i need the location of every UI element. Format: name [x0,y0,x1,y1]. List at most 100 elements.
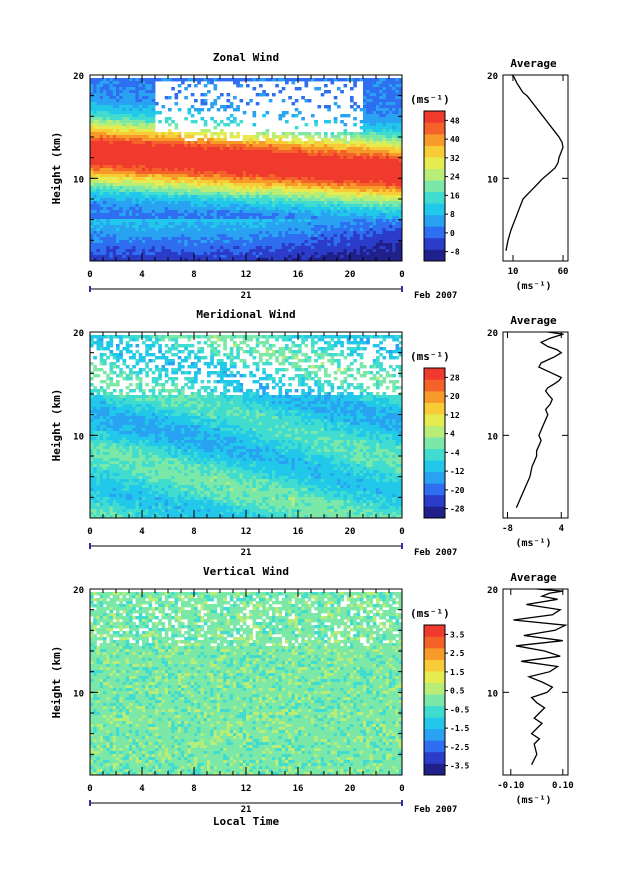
heatmap-cell [90,243,94,246]
heatmap-cell [353,186,357,189]
heatmap-cell [194,84,198,87]
heatmap-cell [321,237,325,240]
heatmap-cell [275,153,279,156]
heatmap-cell [308,156,312,159]
heatmap-cell [383,111,387,114]
heatmap-cell [113,246,117,249]
heatmap-cell [360,120,364,123]
heatmap-cell [334,156,338,159]
heatmap-cell [158,237,162,240]
heatmap-cell [227,144,231,147]
heatmap-cell [113,84,117,87]
heatmap-cell [256,216,260,219]
heatmap-cell [288,153,292,156]
heatmap-cell [100,222,104,225]
heatmap-cell [275,162,279,165]
heatmap-cell [119,96,123,99]
heatmap-cell [168,132,172,135]
heatmap-cell [123,198,127,201]
heatmap-cell [119,102,123,105]
heatmap-cell [389,90,393,93]
heatmap-cell [113,234,117,237]
heatmap-cell [191,219,195,222]
heatmap-cell [220,150,224,153]
heatmap-cell [227,234,231,237]
heatmap-cell [262,189,266,192]
heatmap-cell [145,195,149,198]
heatmap-cell [191,189,195,192]
heatmap-cell [204,144,208,147]
heatmap-cell [253,237,257,240]
heatmap-cell [214,222,218,225]
heatmap-cell [97,126,101,129]
heatmap-cell [136,126,140,129]
heatmap-cell [305,135,309,138]
heatmap-cell [292,162,296,165]
heatmap-cell [386,198,390,201]
heatmap-cell [301,210,305,213]
heatmap-cell [132,240,136,243]
heatmap-cell [360,180,364,183]
heatmap-cell [337,243,341,246]
heatmap-cell [181,138,185,141]
heatmap-cell [282,249,286,252]
heatmap-cell [386,114,390,117]
heatmap-cell [246,231,250,234]
heatmap-cell [344,138,348,141]
heatmap-cell [360,135,364,138]
heatmap-cell [269,219,273,222]
heatmap-cell [337,246,341,249]
heatmap-cell [311,198,315,201]
heatmap-cell [171,249,175,252]
heatmap-cell [165,153,169,156]
heatmap-cell [262,225,266,228]
heatmap-cell [93,171,97,174]
heatmap-cell [116,165,120,168]
heatmap-cell [113,183,117,186]
heatmap-cell [246,216,250,219]
heatmap-cell [155,162,159,165]
heatmap-cell [288,240,292,243]
heatmap-cell [123,195,127,198]
heatmap-cell [210,186,214,189]
heatmap-cell [266,210,270,213]
heatmap-cell [217,132,221,135]
heatmap-cell [363,237,367,240]
heatmap-cell [97,174,101,177]
heatmap-cell [142,168,146,171]
heatmap-cell [197,138,201,141]
heatmap-cell [392,141,396,144]
heatmap-cell [246,210,250,213]
heatmap-cell [350,255,354,258]
heatmap-cell [396,171,400,174]
heatmap-cell [233,240,237,243]
heatmap-cell [116,135,120,138]
heatmap-cell [136,195,140,198]
heatmap-cell [103,96,107,99]
heatmap-cell [210,165,214,168]
heatmap-cell [318,195,322,198]
heatmap-cell [331,207,335,210]
heatmap-cell [126,222,130,225]
heatmap-cell [282,231,286,234]
heatmap-cell [389,195,393,198]
heatmap-cell [308,159,312,162]
heatmap-cell [376,183,380,186]
heatmap-cell [152,192,156,195]
heatmap-cell [113,231,117,234]
heatmap-cell [194,207,198,210]
heatmap-cell [259,177,263,180]
heatmap-cell [269,231,273,234]
heatmap-cell [139,225,143,228]
heatmap-cell [327,171,331,174]
heatmap-cell [168,141,172,144]
heatmap-cell [123,156,127,159]
heatmap-cell [119,180,123,183]
heatmap-cell [383,255,387,258]
heatmap-cell [350,186,354,189]
heatmap-cell [295,144,299,147]
heatmap-cell [184,117,188,120]
heatmap-cell [272,174,276,177]
heatmap-cell [259,213,263,216]
heatmap-cell [204,153,208,156]
